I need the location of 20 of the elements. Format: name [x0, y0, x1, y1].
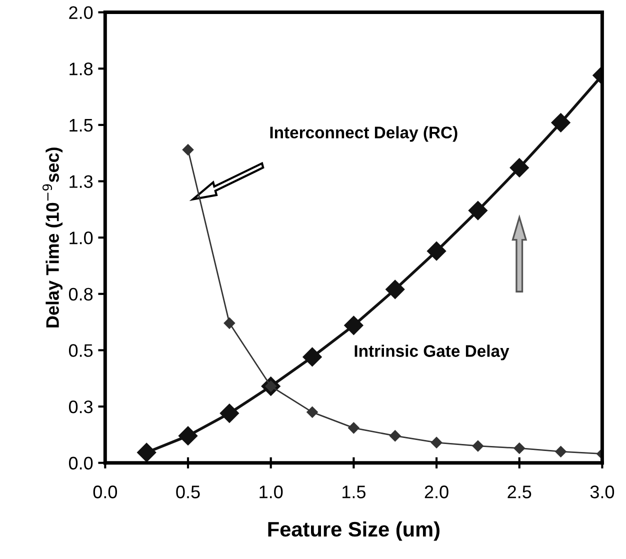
y-tick-label: 0.8: [68, 288, 93, 301]
x-tick-label: 2.5: [508, 486, 532, 498]
y-tick-label: 0.5: [68, 344, 93, 357]
x-tick-label: 3.0: [590, 486, 614, 498]
x-tick-label: 1.5: [342, 486, 366, 498]
x-tick-label: 1.0: [260, 486, 283, 498]
y-tick-label: 1.3: [70, 175, 93, 188]
y-tick-label: 0.0: [68, 456, 93, 470]
annotation: Intrinsic Gate Delay: [354, 344, 510, 360]
y-axis-title: Delay Time (10$^{−9}$sec): [42, 148, 63, 328]
y-tick-label: 1.8: [70, 62, 93, 76]
annotation: Interconnect Delay (RC): [270, 126, 458, 142]
x-axis-title: Feature Size (um): [268, 521, 440, 541]
y-tick-label: 1.5: [70, 119, 93, 132]
y-tick-label: 1.0: [70, 232, 93, 244]
x-tick-label: 0.0: [93, 486, 118, 498]
y-tick-label: 0.3: [68, 400, 93, 414]
y-tick-label: 2.0: [69, 6, 93, 20]
x-tick-label: 0.5: [176, 486, 200, 498]
x-tick-label: 2.0: [424, 486, 448, 498]
